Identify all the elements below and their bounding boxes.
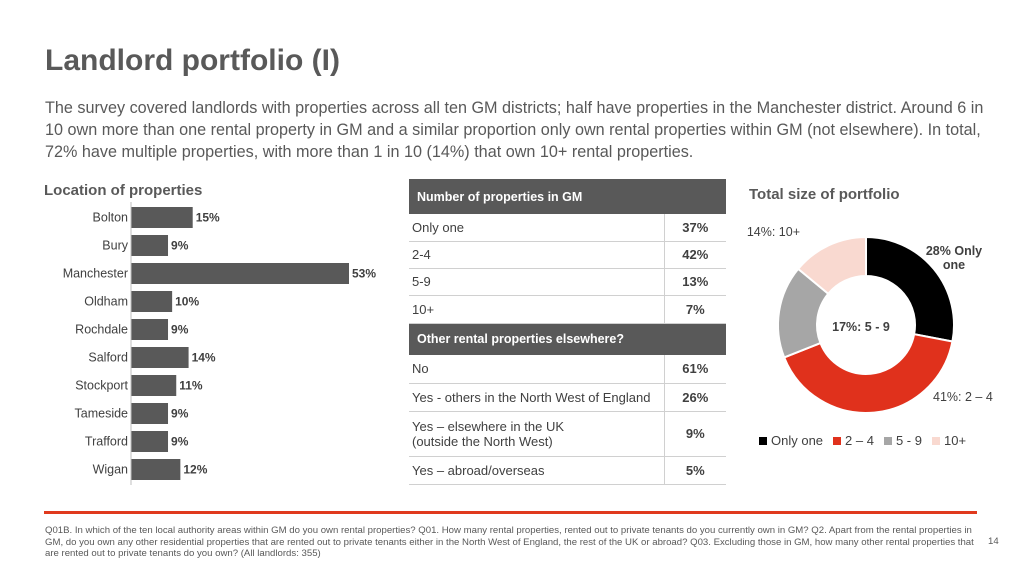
bar	[131, 207, 193, 228]
bar	[131, 347, 189, 368]
donut-slice	[865, 235, 955, 343]
table-row: 5-9 13%	[409, 268, 726, 296]
bar	[131, 235, 169, 256]
bar-category-label: Bolton	[93, 211, 128, 225]
table-row: Yes – elsewhere in the UK (outside the No…	[409, 411, 726, 457]
bar-chart-title: Location of properties	[44, 182, 203, 199]
bar-value-label: 9%	[171, 407, 189, 421]
bar	[131, 431, 169, 452]
bar-value-label: 53%	[352, 267, 376, 281]
footer-divider	[44, 511, 977, 514]
bar	[131, 263, 349, 284]
table-row: No 61%	[409, 355, 726, 384]
footnote: Q01B. In which of the ten local authorit…	[45, 525, 974, 559]
bar-category-label: Rochdale	[75, 323, 128, 337]
bar-value-label: 14%	[192, 351, 216, 365]
bar-category-label: Tameside	[75, 407, 129, 421]
bar	[131, 459, 181, 480]
properties-table: Number of properties in GM Only one 37% …	[409, 179, 726, 485]
legend-swatch	[759, 436, 767, 445]
donut-data-label: 28% Only one	[926, 244, 982, 272]
table-row: 2-4 42%	[409, 241, 726, 269]
donut-slice	[796, 235, 867, 296]
legend-swatch	[833, 436, 842, 445]
table-row: Yes – abroad/overseas 5%	[409, 456, 726, 485]
bar-category-label: Bury	[102, 239, 128, 253]
location-bar-chart: Bolton 15% Bury 9% Manchester 53% Oldham 10% Roc…	[63, 202, 376, 485]
donut-data-label: 41%: 2 – 4	[933, 390, 993, 404]
page-number: 14	[988, 536, 999, 547]
bar-category-label: Salford	[88, 351, 128, 365]
legend-item: 5 - 9	[883, 433, 922, 448]
donut-chart-title: Total size of portfolio	[749, 186, 900, 203]
legend-item: 2 – 4	[833, 433, 874, 448]
table-header-gm: Number of properties in GM	[409, 179, 726, 214]
donut-data-label: 17%: 5 - 9	[832, 320, 890, 334]
legend-swatch	[931, 436, 940, 445]
bar	[131, 403, 169, 424]
intro-text: The survey covered landlords with proper…	[45, 99, 984, 161]
donut-slice	[782, 333, 954, 414]
table-header-elsewhere: Other rental properties elsewhere?	[409, 323, 726, 355]
bar-category-label: Trafford	[85, 435, 128, 449]
donut-legend: Only one 2 – 4 5 - 9 10+	[759, 433, 976, 448]
bar-value-label: 10%	[175, 295, 199, 309]
donut-data-label: 14%: 10+	[747, 225, 800, 239]
bar-category-label: Manchester	[63, 267, 128, 281]
legend-item: 10+	[931, 433, 966, 448]
page-title: Landlord portfolio (I)	[45, 44, 340, 77]
table-row: Yes - others in the North West of Englan…	[409, 383, 726, 412]
bar	[131, 319, 169, 340]
legend-swatch	[883, 436, 892, 445]
legend-item: Only one	[759, 433, 823, 448]
bar-category-label: Stockport	[75, 379, 128, 393]
bar-value-label: 9%	[171, 239, 189, 253]
bar-value-label: 12%	[183, 463, 207, 477]
bar	[131, 291, 173, 312]
bar-value-label: 15%	[196, 211, 220, 225]
table-row: 10+ 7%	[409, 295, 726, 324]
portfolio-donut-chart: 28% Only one 41%: 2 – 4 17%: 5 - 9 14%: 10+	[747, 225, 993, 414]
bar-value-label: 9%	[171, 323, 189, 337]
table-row: Only one 37%	[409, 214, 726, 242]
bar-category-label: Oldham	[84, 295, 128, 309]
bar-category-label: Wigan	[93, 463, 128, 477]
bar-value-label: 11%	[179, 379, 203, 393]
bar	[131, 375, 177, 396]
bar-value-label: 9%	[171, 435, 189, 449]
